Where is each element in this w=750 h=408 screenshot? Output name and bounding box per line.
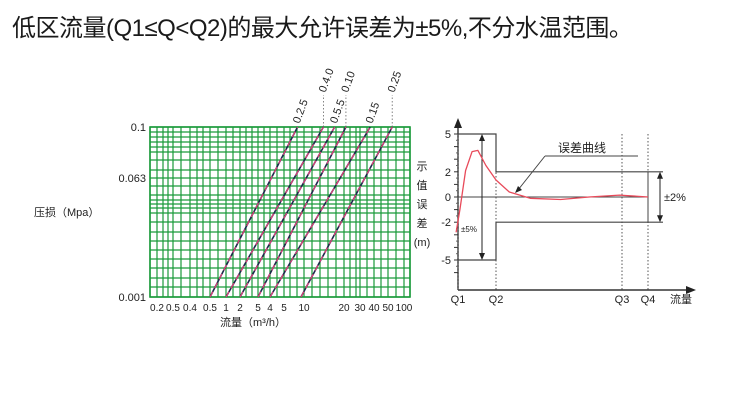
x-tick-label: 5 xyxy=(281,303,287,314)
y-tick-label: 0.001 xyxy=(118,292,146,304)
x-tick-label: 4 xyxy=(267,303,273,314)
x-tick-label: 30 xyxy=(354,303,366,314)
upper-limit-line xyxy=(458,133,663,173)
x-tick-label: 10 xyxy=(298,303,310,314)
y-tick-label: 2 xyxy=(445,167,451,179)
series-label: 0.2.5 xyxy=(291,98,311,125)
pressure-line-highlight xyxy=(300,126,393,298)
x-tick-label: 2 xyxy=(237,303,243,314)
x-axis-label: 流量（m³/h） xyxy=(220,315,286,329)
pressure-line-highlight xyxy=(257,126,347,298)
y-axis-label: 值 xyxy=(417,179,428,192)
y-tick-label: 0.063 xyxy=(118,173,146,185)
x-tick-label: 0.5 xyxy=(166,303,180,314)
y-axis-label: 压损（Mpa） xyxy=(34,205,99,219)
x-tick-label: 0.4 xyxy=(183,303,197,314)
pressure-line-highlight xyxy=(269,126,371,298)
x-tick-label: 40 xyxy=(368,303,380,314)
plot-frame xyxy=(149,126,411,298)
series-label: 0.5.5 xyxy=(328,98,348,125)
pressure-line-highlight xyxy=(225,126,324,298)
y-axis-label: 差 xyxy=(417,216,428,230)
curve-label-leader xyxy=(517,155,546,191)
series-label: 0.4.0 xyxy=(317,67,337,94)
x-tick-label: Q4 xyxy=(641,294,656,306)
x-tick-label: 100 xyxy=(396,303,413,314)
x-tick-label: Q3 xyxy=(615,294,630,306)
curve-label: 误差曲线 xyxy=(558,141,606,155)
y-axis-label: (m) xyxy=(414,237,431,249)
y-tick-label: -5 xyxy=(441,255,451,267)
page-title: 低区流量(Q1≤Q<Q2)的最大允许误差为±5%,不分水温范围。 xyxy=(12,15,633,42)
lower-limit-line xyxy=(458,221,663,261)
series-label: 0.25 xyxy=(386,70,405,94)
low-zone-label: ±5% xyxy=(461,225,477,234)
x-tick-label: Q2 xyxy=(489,294,504,306)
x-tick-label: 50 xyxy=(382,303,394,314)
x-tick-label: 0.2 xyxy=(150,303,164,314)
error-curve xyxy=(455,149,649,233)
series-label: 0.15 xyxy=(364,101,383,125)
y-axis-label: 误 xyxy=(417,198,428,211)
x-axis-arrow-icon xyxy=(686,286,696,294)
y-tick-label: 0 xyxy=(445,192,451,204)
x-tick-label: Q1 xyxy=(451,294,466,306)
y-axis-label: 示 xyxy=(417,161,428,173)
pressure-line-highlight xyxy=(239,126,336,298)
x-axis-label: 流量 xyxy=(670,292,692,306)
pressure-line-highlight xyxy=(209,126,299,298)
high-zone-label: ±2% xyxy=(664,192,686,204)
x-tick-label: 20 xyxy=(338,303,350,314)
series-label: 0.10 xyxy=(339,70,358,94)
y-tick-label: 5 xyxy=(445,129,451,141)
y-tick-label: 0.1 xyxy=(131,122,146,134)
x-tick-label: 0.5 xyxy=(203,303,217,314)
y-axis-arrow-icon xyxy=(454,118,462,128)
x-tick-label: 1 xyxy=(223,303,229,314)
y-tick-label: -2 xyxy=(441,217,451,229)
leader-arrowhead-icon xyxy=(515,186,522,193)
x-tick-label: 5 xyxy=(255,303,261,314)
